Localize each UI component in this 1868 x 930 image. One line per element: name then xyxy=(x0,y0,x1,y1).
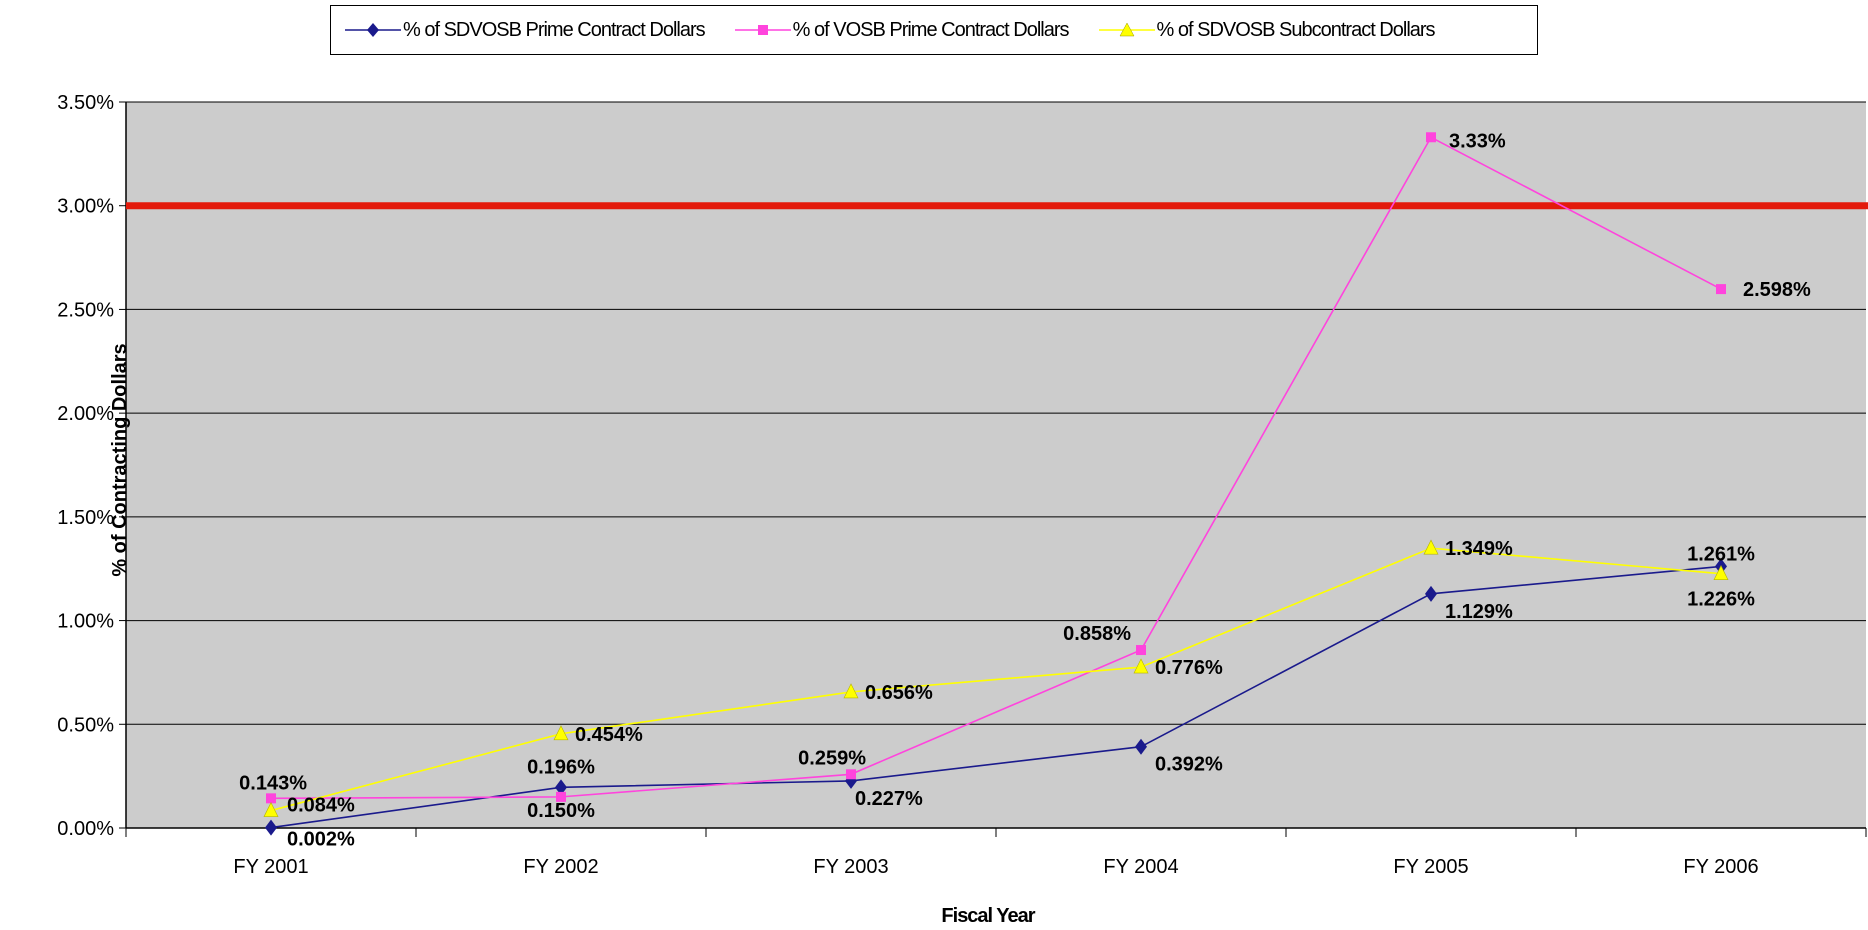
data-label: 0.656% xyxy=(865,682,933,704)
data-label: 0.084% xyxy=(287,795,355,817)
y-tick-label: 2.00% xyxy=(57,403,114,425)
data-point-square xyxy=(1136,645,1146,656)
legend-label: % of SDVOSB Prime Contract Dollars xyxy=(403,18,706,41)
data-label: 0.227% xyxy=(855,788,923,810)
data-label: 0.150% xyxy=(527,800,595,822)
data-point-triangle xyxy=(1133,658,1149,674)
data-label: 3.33% xyxy=(1449,130,1506,152)
data-point-triangle xyxy=(1713,565,1729,580)
data-point-diamond xyxy=(1135,738,1147,755)
data-label: 0.776% xyxy=(1155,657,1223,679)
y-axis-title: % of Contracting Dollars xyxy=(109,343,132,577)
data-label: 1.349% xyxy=(1445,538,1513,560)
data-label: 0.196% xyxy=(527,756,595,778)
data-point-square xyxy=(1426,132,1436,143)
data-point-triangle xyxy=(843,683,859,699)
series-line xyxy=(270,136,1722,800)
series-line xyxy=(270,547,1722,812)
y-tick-label: 3.50% xyxy=(57,92,114,114)
y-tick-label: 2.50% xyxy=(57,299,114,321)
x-axis-title: Fiscal Year xyxy=(941,905,1035,927)
data-point-diamond xyxy=(1425,585,1437,602)
data-label: 0.002% xyxy=(287,829,355,851)
data-label: 0.143% xyxy=(239,772,307,794)
y-tick-label: 3.00% xyxy=(57,196,114,218)
data-label: 1.226% xyxy=(1687,589,1755,611)
data-label: 0.259% xyxy=(798,747,866,769)
data-label: 0.858% xyxy=(1063,623,1131,645)
data-label: 1.261% xyxy=(1687,543,1755,565)
data-point-square xyxy=(846,769,856,780)
legend-marker-diamond xyxy=(345,23,401,37)
data-point-triangle xyxy=(553,725,569,741)
data-point-square xyxy=(266,793,276,804)
data-label: 2.598% xyxy=(1743,279,1811,301)
data-label: 0.454% xyxy=(575,724,643,746)
x-tick-label: FY 2002 xyxy=(523,856,598,878)
legend-label: % of SDVOSB Subcontract Dollars xyxy=(1156,18,1436,41)
data-point-square xyxy=(556,791,566,802)
data-point-diamond xyxy=(265,819,277,836)
y-tick-label: 1.00% xyxy=(57,611,114,633)
legend-marker-triangle xyxy=(1098,22,1155,37)
data-point-diamond xyxy=(555,779,567,796)
data-label: 0.392% xyxy=(1155,754,1223,776)
series-line xyxy=(270,565,1722,829)
data-point-triangle xyxy=(1423,539,1439,555)
legend-item-sdvosb-prime: % of SDVOSB Prime Contract Dollars xyxy=(345,18,706,42)
legend-item-sdvosb-subcontract: % of SDVOSB Subcontract Dollars xyxy=(1098,18,1436,42)
y-tick-label: 0.50% xyxy=(57,714,114,736)
data-point-square xyxy=(1716,284,1726,295)
data-point-triangle xyxy=(263,801,279,817)
legend: % of SDVOSB Prime Contract Dollars % of … xyxy=(330,5,1538,55)
x-tick-label: FY 2004 xyxy=(1103,856,1178,878)
legend-marker-square xyxy=(734,25,791,35)
plot-area xyxy=(126,102,1866,828)
y-tick-label: 0.00% xyxy=(57,818,114,840)
x-tick-label: FY 2001 xyxy=(233,856,308,878)
x-tick-label: FY 2006 xyxy=(1683,856,1758,878)
legend-item-vosb-prime: % of VOSB Prime Contract Dollars xyxy=(734,18,1070,42)
x-tick-label: FY 2005 xyxy=(1393,856,1468,878)
y-tick-label: 1.50% xyxy=(57,507,114,529)
data-label: 1.129% xyxy=(1445,601,1513,623)
legend-label: % of VOSB Prime Contract Dollars xyxy=(792,18,1070,41)
x-tick-label: FY 2003 xyxy=(813,856,888,878)
